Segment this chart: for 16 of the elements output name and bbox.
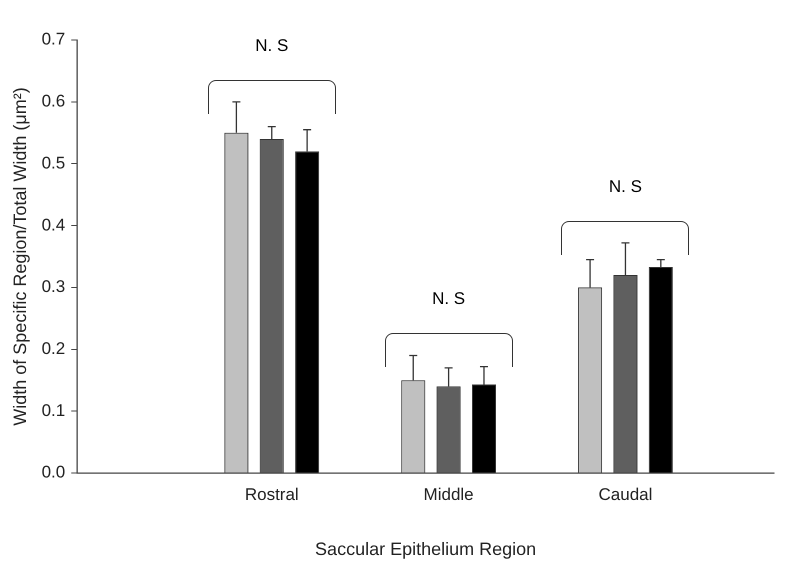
y-tick-label: 0.4	[42, 215, 66, 234]
y-tick-label: 0.1	[42, 400, 66, 420]
x-tick-label: Rostral	[244, 484, 299, 504]
y-tick-label: 0.2	[42, 338, 66, 358]
x-axis-title: Saccular Epithelium Region	[315, 539, 536, 560]
annotation: N. S	[254, 36, 290, 56]
x-tick-label: Caudal	[598, 484, 652, 504]
x-tick-label: Middle	[424, 484, 474, 504]
y-tick-label: 0.3	[42, 277, 66, 296]
annotation: N. S	[608, 176, 643, 197]
y-tick-label: 0.6	[42, 92, 66, 111]
y-axis-title: Width of Specific Region/Total Width (μm²)	[10, 87, 30, 426]
y-tick-label: 0.0	[42, 462, 66, 482]
annotation: N. S	[431, 289, 466, 310]
y-tick-label: 0.5	[42, 153, 66, 172]
y-tick-label: 0.7	[42, 30, 66, 49]
